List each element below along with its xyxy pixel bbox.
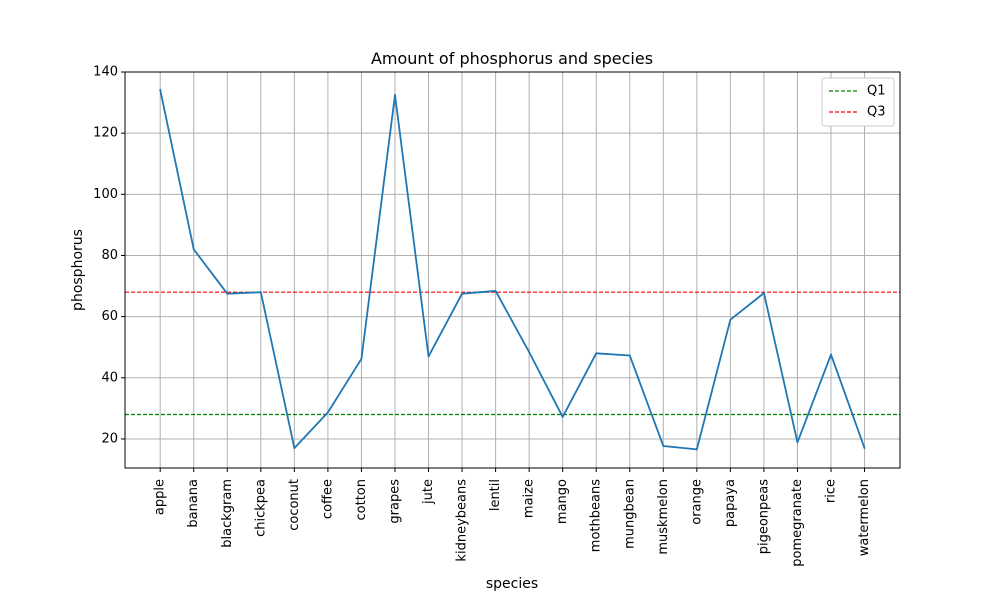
x-tick-label: jute — [421, 479, 436, 505]
x-ticks: apple banana blackgram chickpea coconut coffe… — [153, 468, 872, 567]
x-tick-label: lentil — [488, 479, 503, 511]
y-tick-label: 100 — [93, 187, 118, 202]
x-tick-label: maize — [522, 479, 537, 518]
x-tick-label: muskmelon — [656, 479, 671, 555]
series-line — [159, 89, 866, 451]
y-tick-label: 140 — [93, 65, 118, 80]
legend-label-q1: Q1 — [867, 84, 886, 99]
grid — [125, 71, 900, 468]
y-tick-label: 20 — [101, 431, 118, 446]
data-point-jute — [427, 355, 430, 358]
x-tick-label: papaya — [723, 479, 738, 527]
x-tick-label: blackgram — [220, 479, 235, 548]
data-point-rice — [830, 353, 832, 356]
data-point-pomegranate — [796, 441, 799, 444]
x-tick-label: coffee — [320, 479, 335, 519]
x-tick-label: mango — [555, 479, 570, 524]
series-layer — [159, 88, 866, 451]
x-tick-label: watermelon — [857, 479, 872, 556]
x-tick-label: banana — [186, 479, 201, 528]
y-tick-label: 80 — [101, 248, 118, 263]
data-point-coffee — [327, 411, 329, 414]
x-tick-label: kidneybeans — [455, 479, 470, 562]
data-point-lentil — [494, 290, 497, 292]
data-point-mango — [561, 416, 564, 418]
y-tick-label: 40 — [101, 370, 118, 385]
x-tick-label: pomegranate — [790, 479, 805, 567]
reference-lines — [125, 291, 900, 416]
data-point-banana — [192, 248, 195, 251]
plot-frame — [124, 71, 901, 469]
data-point-kidneybeans — [461, 292, 463, 295]
x-tick-label: mungbean — [622, 479, 637, 549]
chart-title: Amount of phosphorus and species — [371, 49, 653, 68]
x-tick-label: pigeonpeas — [756, 479, 771, 555]
data-point-grapes — [394, 94, 396, 96]
data-point-muskmelon — [662, 445, 665, 447]
y-tick-label: 120 — [93, 126, 118, 141]
x-tick-label: mothbeans — [589, 479, 604, 552]
legend-box — [821, 77, 895, 127]
data-point-blackgram — [226, 292, 229, 295]
x-tick-label: coconut — [287, 479, 302, 531]
data-point-papaya — [729, 318, 732, 321]
data-point-apple — [159, 88, 162, 91]
data-point-orange — [695, 448, 698, 451]
x-tick-label: orange — [689, 479, 704, 525]
x-tick-label: grapes — [387, 479, 402, 524]
x-tick-label: apple — [153, 479, 168, 515]
data-point-mothbeans — [595, 352, 598, 355]
data-point-chickpea — [259, 291, 262, 294]
y-axis-label: phosphorus — [70, 229, 86, 311]
data-point-pigeonpeas — [763, 292, 765, 294]
x-axis-label: species — [486, 576, 538, 592]
y-tick-label: 60 — [101, 309, 118, 324]
data-point-mungbean — [628, 354, 631, 357]
legend-label-q3: Q3 — [867, 105, 886, 120]
x-tick-label: cotton — [354, 479, 369, 521]
data-point-coconut — [293, 447, 296, 450]
data-point-maize — [528, 351, 531, 354]
x-tick-label: chickpea — [253, 479, 268, 537]
data-point-watermelon — [863, 447, 866, 450]
data-point-cotton — [360, 357, 363, 360]
y-ticks: 20 40 60 80 100 120 140 — [93, 65, 125, 446]
x-tick-label: rice — [824, 479, 839, 503]
